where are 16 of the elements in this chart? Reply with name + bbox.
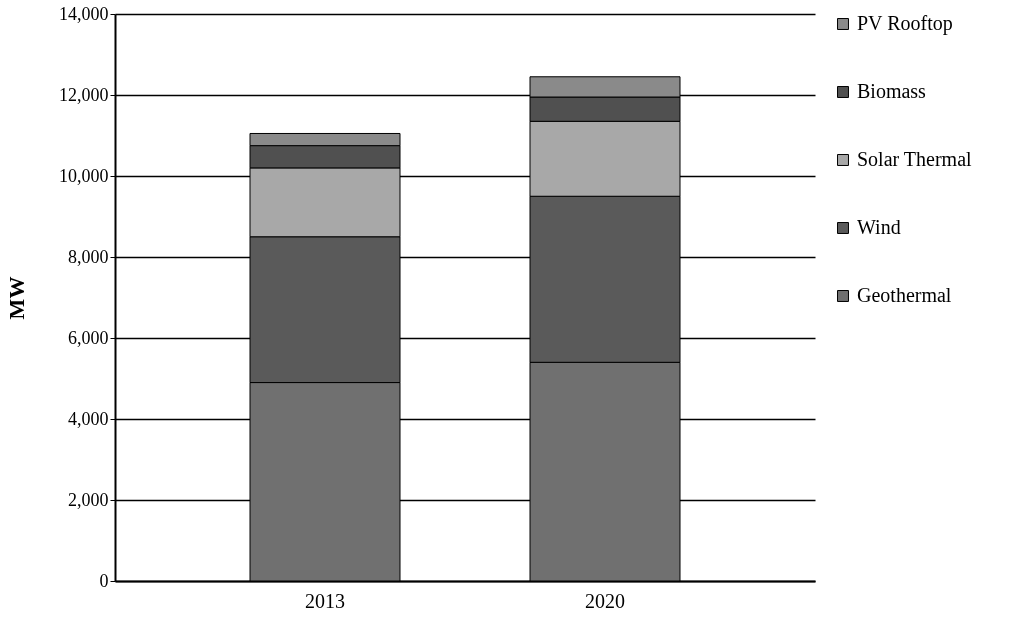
- legend-label: Solar Thermal: [857, 148, 973, 170]
- y-tick-label: 2,000: [68, 489, 109, 510]
- y-tick-label: 6,000: [68, 327, 109, 348]
- x-tick-label: 2013: [305, 589, 345, 612]
- legend-label: Wind: [857, 216, 901, 238]
- y-tick-label: 0: [99, 570, 109, 591]
- y-axis-title: MW: [4, 276, 29, 320]
- x-tick-label: 2020: [585, 589, 625, 612]
- legend-label: Geothermal: [857, 284, 952, 306]
- legend-label: Biomass: [857, 80, 927, 102]
- y-tick-label: 10,000: [59, 165, 109, 186]
- y-tick-label: 12,000: [59, 84, 109, 105]
- y-tick-label: 14,000: [59, 3, 109, 24]
- legend-label: PV Rooftop: [857, 12, 953, 35]
- y-tick-label: 8,000: [68, 246, 109, 267]
- y-tick-label: 4,000: [68, 408, 109, 429]
